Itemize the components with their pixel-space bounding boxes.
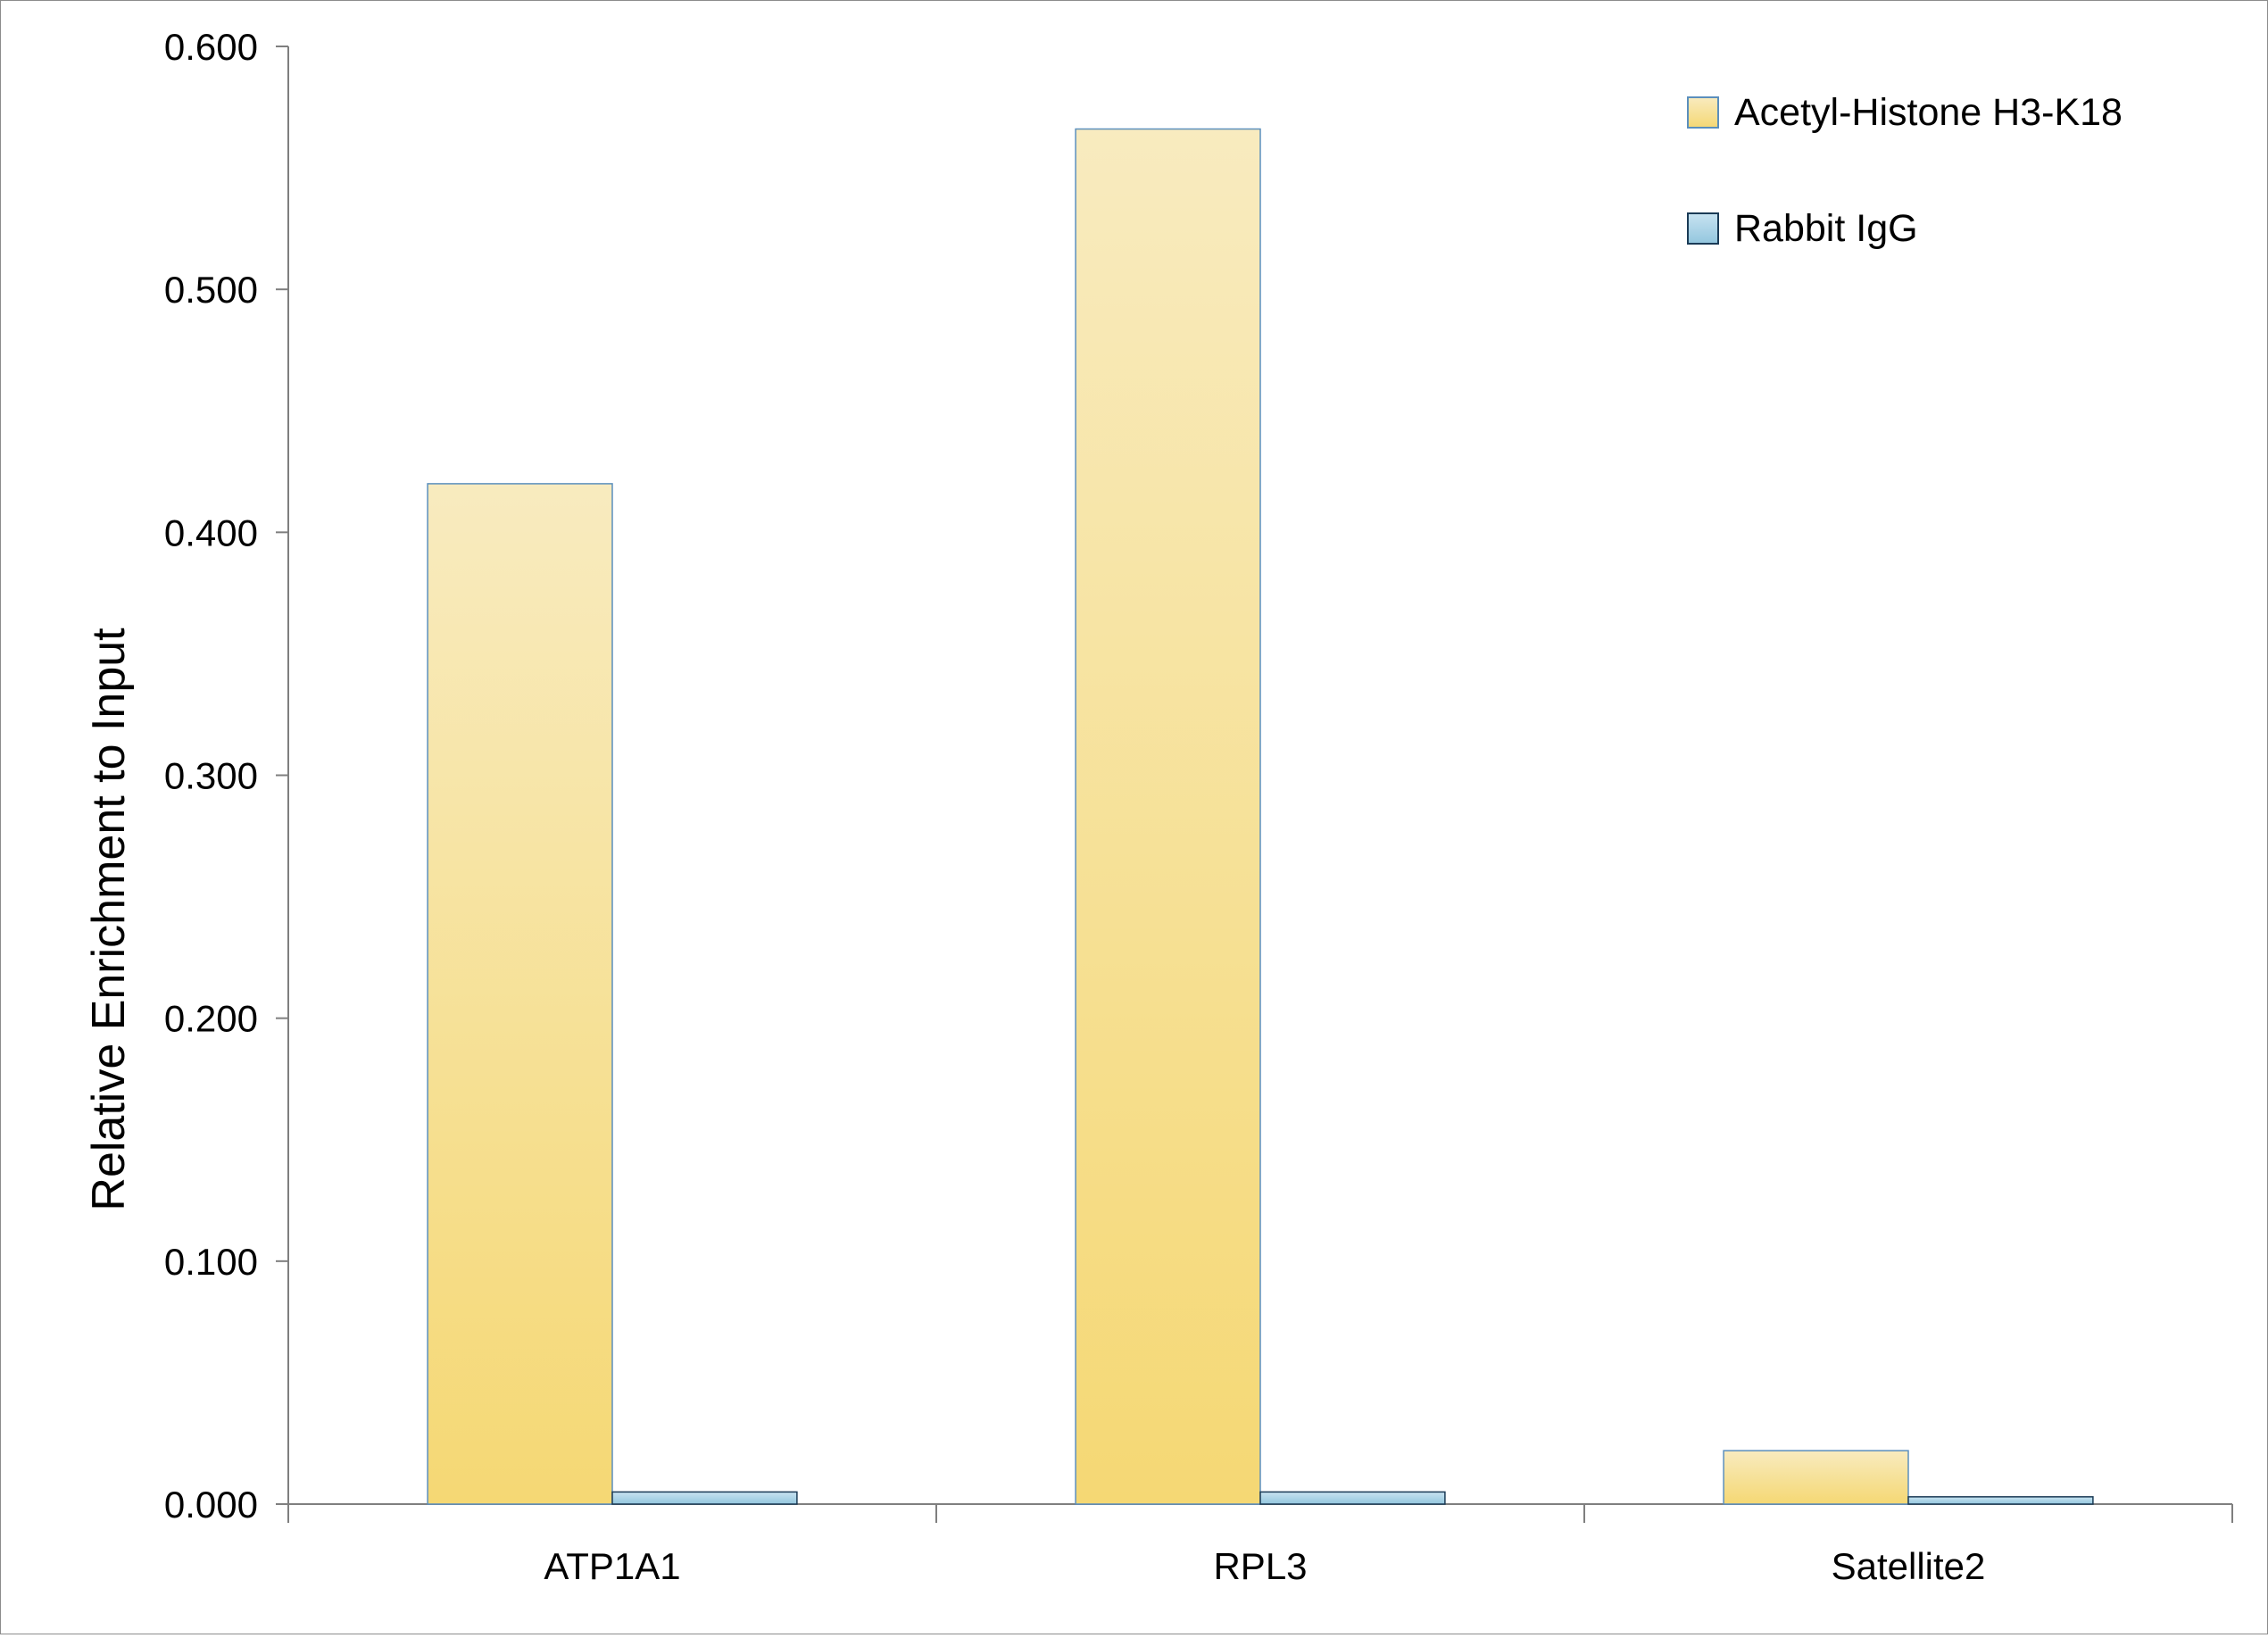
bar-atp1a1-series-2 — [611, 1491, 798, 1505]
bar-satellite2-series-1 — [1723, 1450, 1909, 1505]
bar-rpl3-series-2 — [1259, 1491, 1446, 1505]
y-tick-label: 0.200 — [164, 998, 258, 1040]
legend-swatch — [1687, 212, 1719, 245]
legend-label: Rabbit IgG — [1734, 207, 1918, 250]
x-tick-label: RPL3 — [1213, 1545, 1307, 1587]
legend-label: Acetyl-Histone H3-K18 — [1734, 91, 2123, 134]
y-axis-title: Relative Enrichment to Input — [83, 628, 135, 1211]
legend-swatch — [1687, 96, 1719, 129]
y-tick-label: 0.100 — [164, 1241, 258, 1283]
bar-atp1a1-series-1 — [427, 483, 613, 1505]
bar-rpl3-series-1 — [1075, 128, 1261, 1505]
y-tick-label: 0.400 — [164, 511, 258, 553]
legend: Acetyl-Histone H3-K18 Rabbit IgG — [1687, 91, 2123, 250]
x-tick-label: ATP1A1 — [544, 1545, 680, 1587]
x-axis: ATP1A1 RPL3 Satellite2 — [287, 1503, 2233, 1587]
bar-satellite2-series-2 — [1907, 1496, 2094, 1505]
y-tick-label: 0.000 — [164, 1484, 258, 1526]
bars — [427, 128, 2094, 1505]
y-tick-label: 0.500 — [164, 269, 258, 311]
y-tick-label: 0.300 — [164, 755, 258, 797]
x-tick-label: Satellite2 — [1832, 1545, 1986, 1587]
y-axis: 0.000 0.100 0.200 0.300 0.400 0.500 0.600 — [164, 26, 289, 1526]
y-tick-label: 0.600 — [164, 26, 258, 68]
